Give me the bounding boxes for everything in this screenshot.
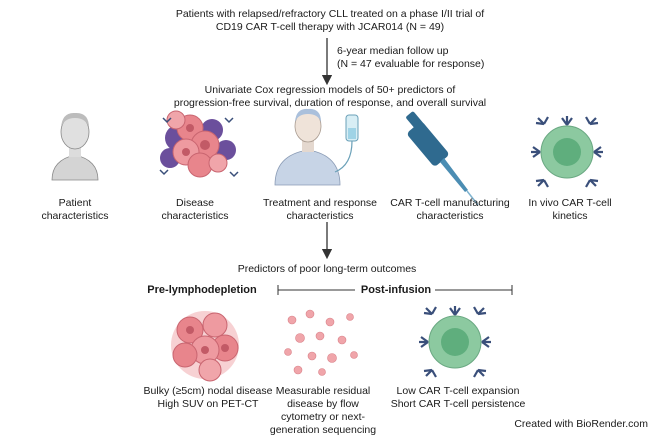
trial-description: Patients with relapsed/refractory CLL tr… [120, 8, 540, 34]
poor-outcomes-title: Predictors of poor long-term outcomes [237, 263, 417, 275]
phase-pre-lymphodepletion: Pre-lymphodepletion [147, 284, 257, 296]
category-manufacturing: CAR T-cell manufacturing characteristics [390, 197, 510, 222]
trial-line-2: CD19 CAR T-cell therapy with JCAR014 (N … [215, 21, 445, 33]
category-disease: Disease characteristics [161, 197, 229, 222]
tumor-cells-icon [159, 110, 239, 178]
trial-line-1: Patients with relapsed/refractory CLL tr… [175, 8, 485, 20]
pipette-icon [406, 111, 479, 206]
followup-note: 6-year median follow up (N = 47 evaluabl… [337, 45, 485, 70]
patient-infusion-icon [274, 108, 359, 186]
category-patient: Patient characteristics [41, 197, 109, 222]
outcome-bulky-disease: Bulky (≥5cm) nodal disease High SUV on P… [143, 385, 273, 410]
patient-icon [51, 112, 99, 181]
car-t-cell-icon [531, 116, 603, 188]
biorender-credit: Created with BioRender.com [514, 418, 648, 430]
category-treatment: Treatment and response characteristics [262, 197, 377, 222]
bulky-tumor-icon [171, 311, 239, 382]
outcome-car-t-kinetics: Low CAR T-cell expansion Short CAR T-cel… [390, 385, 526, 410]
residual-cells-icon [284, 309, 358, 376]
cox-models-description: Univariate Cox regression models of 50+ … [173, 84, 487, 109]
outcome-residual-disease: Measurable residual disease by flow cyto… [269, 385, 377, 436]
category-kinetics: In vivo CAR T-cell kinetics [528, 197, 612, 222]
phase-post-infusion: Post-infusion [360, 284, 432, 296]
car-t-cell-outcome-icon [419, 306, 491, 378]
